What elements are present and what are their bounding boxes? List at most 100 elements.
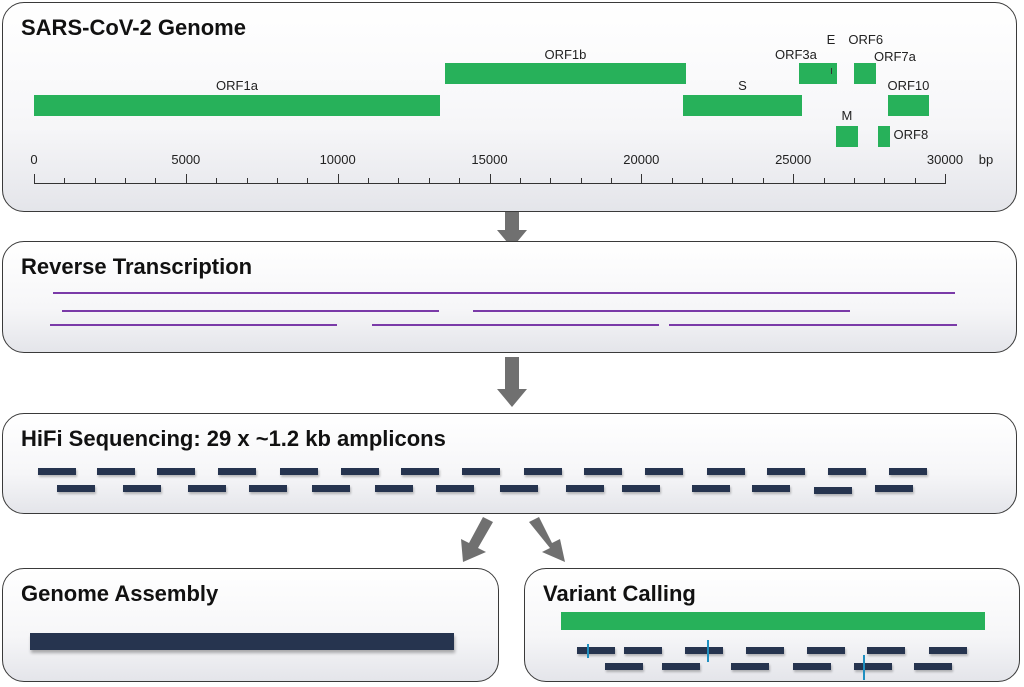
axis-tick — [732, 178, 734, 184]
aligned-read — [685, 647, 723, 654]
gene-orf1a — [34, 95, 440, 116]
axis-tick — [671, 178, 673, 184]
amplicon-read — [188, 485, 226, 492]
amplicon-read — [436, 485, 474, 492]
amplicon-read — [157, 468, 195, 475]
aligned-read — [929, 647, 967, 654]
hifi-sequencing-panel: HiFi Sequencing: 29 x ~1.2 kb amplicons — [2, 413, 1017, 514]
amplicon-read — [584, 468, 622, 475]
gene-marker — [830, 68, 832, 74]
amplicon-read — [218, 468, 256, 475]
amplicon-read — [341, 468, 379, 475]
gene-orf7a — [853, 63, 876, 84]
aligned-read — [624, 647, 662, 654]
amplicon-read — [828, 468, 866, 475]
amplicon-read — [524, 468, 562, 475]
gene-m — [835, 126, 858, 147]
axis-tick — [945, 174, 946, 184]
axis-tick-label: 0 — [30, 152, 38, 167]
gene-label: ORF8 — [893, 127, 929, 142]
panel-title: SARS-CoV-2 Genome — [21, 15, 246, 40]
amplicon-read — [814, 487, 852, 494]
axis-tick — [398, 178, 400, 184]
variant-marker — [707, 640, 709, 662]
amplicon-read — [57, 485, 95, 492]
axis-tick — [216, 178, 218, 184]
gene-label: ORF1a — [216, 78, 258, 93]
axis-tick — [459, 178, 461, 184]
gene-label: E — [826, 32, 836, 47]
axis-tick — [519, 178, 521, 184]
cdna-strand — [669, 324, 957, 326]
axis-tick-label: 10000 — [319, 152, 356, 167]
amplicon-read — [752, 485, 790, 492]
amplicon-read — [312, 485, 350, 492]
genome-assembly-panel: Genome Assembly — [2, 568, 499, 682]
gene-label: ORF10 — [887, 78, 930, 93]
aligned-read — [662, 663, 700, 670]
reference-genome-bar — [561, 612, 985, 630]
aligned-read — [746, 647, 784, 654]
axis-tick — [337, 174, 339, 184]
gene-orf1b — [444, 63, 686, 84]
arrow-down-icon — [497, 357, 527, 407]
axis-tick — [125, 178, 127, 184]
amplicon-read — [123, 485, 161, 492]
variant-marker — [863, 655, 865, 680]
axis-tick — [884, 178, 886, 184]
axis-tick — [155, 178, 157, 184]
axis-tick — [34, 174, 35, 184]
gene-label: ORF7a — [873, 49, 916, 64]
gene-label: ORF3a — [774, 47, 817, 62]
axis-tick — [853, 178, 855, 184]
panel-title: Reverse Transcription — [21, 254, 253, 279]
axis-unit-label: bp — [978, 152, 994, 167]
amplicon-read — [38, 468, 76, 475]
amplicon-read — [566, 485, 604, 492]
amplicon-read — [767, 468, 805, 475]
reverse-transcription-panel: Reverse Transcription — [2, 241, 1017, 353]
axis-tick — [762, 178, 764, 184]
gene-orf8 — [877, 126, 890, 147]
amplicon-read — [707, 468, 745, 475]
cdna-strand — [53, 292, 955, 294]
panel-title: Variant Calling — [543, 581, 696, 606]
axis-tick — [185, 174, 187, 184]
cdna-strand — [473, 310, 850, 312]
amplicon-read — [500, 485, 538, 492]
axis-tick — [489, 174, 491, 184]
aligned-read — [854, 663, 892, 670]
axis-tick — [823, 178, 825, 184]
axis-tick-label: 5000 — [171, 152, 201, 167]
aligned-read — [807, 647, 845, 654]
aligned-read — [605, 663, 643, 670]
amplicon-read — [462, 468, 500, 475]
axis-tick-label: 30000 — [926, 152, 964, 167]
amplicon-read — [375, 485, 413, 492]
axis-tick — [914, 178, 916, 184]
arrow-down-right-icon — [529, 517, 565, 562]
gene-orf10 — [887, 95, 929, 116]
axis-tick — [702, 178, 704, 184]
cdna-strand — [372, 324, 659, 326]
aligned-read — [867, 647, 905, 654]
gene-label: ORF1b — [544, 47, 587, 62]
variant-marker — [587, 644, 589, 658]
amplicon-read — [692, 485, 730, 492]
gene-label: ORF6 — [848, 32, 884, 47]
amplicon-read — [889, 468, 927, 475]
cdna-strand — [62, 310, 439, 312]
aligned-read — [731, 663, 769, 670]
axis-tick — [580, 178, 582, 184]
axis-tick — [246, 178, 248, 184]
axis-tick — [428, 178, 430, 184]
panel-title: HiFi Sequencing: 29 x ~1.2 kb amplicons — [21, 426, 446, 451]
gene-orf3a — [798, 63, 837, 84]
axis-tick-label: 20000 — [623, 152, 660, 167]
axis-tick — [793, 174, 795, 184]
assembled-genome-bar — [30, 633, 454, 650]
aligned-read — [914, 663, 952, 670]
axis-tick — [276, 178, 278, 184]
arrow-down-icon — [497, 200, 527, 248]
